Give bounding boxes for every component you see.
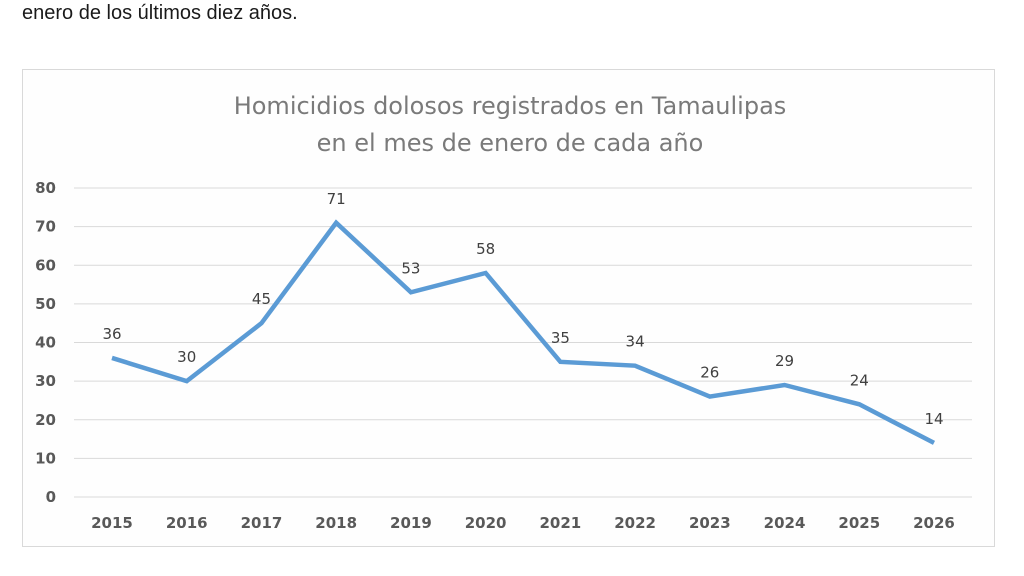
x-tick-label: 2022 xyxy=(614,514,656,532)
y-tick-label: 0 xyxy=(46,488,56,506)
data-label: 34 xyxy=(626,333,645,351)
data-label: 35 xyxy=(551,329,570,347)
y-tick-label: 10 xyxy=(35,449,56,467)
intro-text: enero de los últimos diez años. xyxy=(22,2,298,24)
data-label: 24 xyxy=(850,371,869,389)
data-label: 53 xyxy=(401,259,420,277)
chart-title-line-1: Homicidios dolosos registrados en Tamaul… xyxy=(234,92,787,120)
x-tick-label: 2023 xyxy=(689,514,731,532)
x-tick-label: 2017 xyxy=(241,514,283,532)
data-label: 14 xyxy=(924,410,943,428)
y-tick-label: 30 xyxy=(35,372,56,390)
data-label: 71 xyxy=(327,190,346,208)
chart-title-line-2: en el mes de enero de cada año xyxy=(317,129,704,157)
y-tick-label: 80 xyxy=(35,179,56,197)
x-tick-label: 2015 xyxy=(91,514,133,532)
x-tick-label: 2026 xyxy=(913,514,955,532)
x-tick-label: 2025 xyxy=(838,514,880,532)
y-tick-label: 20 xyxy=(35,411,56,429)
data-label: 29 xyxy=(775,352,794,370)
data-label: 45 xyxy=(252,290,271,308)
x-tick-label: 2016 xyxy=(166,514,208,532)
x-tick-label: 2024 xyxy=(764,514,806,532)
y-tick-label: 50 xyxy=(35,295,56,313)
data-label: 36 xyxy=(102,325,121,343)
y-tick-label: 60 xyxy=(35,256,56,274)
series-line xyxy=(111,219,936,445)
x-tick-label: 2019 xyxy=(390,514,432,532)
data-label: 58 xyxy=(476,240,495,258)
x-tick-label: 2021 xyxy=(539,514,581,532)
data-label: 30 xyxy=(177,348,196,366)
x-tick-label: 2018 xyxy=(315,514,357,532)
y-tick-label: 40 xyxy=(35,334,56,352)
data-label: 26 xyxy=(700,364,719,382)
y-tick-label: 70 xyxy=(35,218,56,236)
x-tick-label: 2020 xyxy=(465,514,507,532)
chart-frame xyxy=(22,69,995,547)
